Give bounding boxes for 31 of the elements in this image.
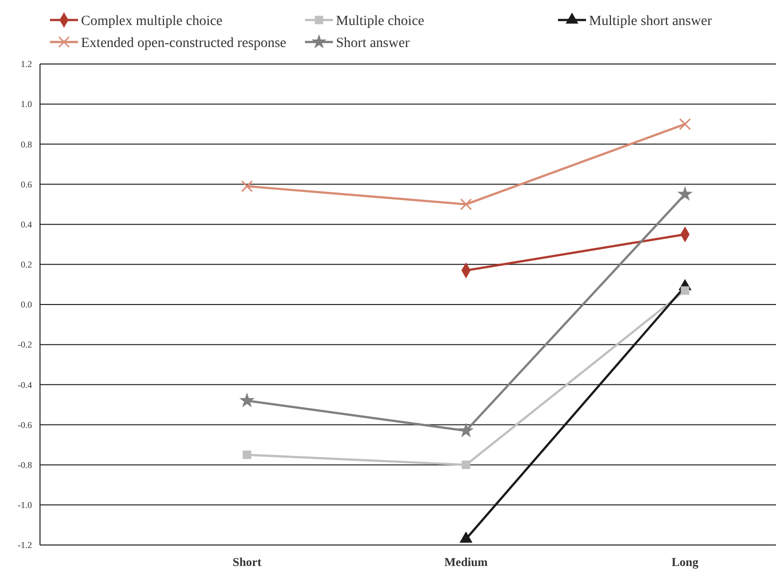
y-tick-label: -0.8: [18, 460, 32, 470]
y-tick-label: -1.0: [18, 500, 32, 510]
y-tick-label: -0.4: [18, 380, 32, 390]
y-tick-label: 0.2: [20, 260, 32, 270]
x-tick-label: Long: [672, 555, 698, 569]
point: [242, 450, 252, 459]
legend-label: Short answer: [336, 36, 410, 51]
legend-label: Multiple choice: [336, 14, 424, 29]
legend-label: Complex multiple choice: [81, 14, 223, 29]
legend-label: Multiple short answer: [589, 14, 712, 29]
y-tick-label: -0.2: [18, 340, 32, 350]
point: [241, 180, 253, 192]
point: [460, 532, 472, 543]
point: [239, 392, 255, 408]
y-tick-label: 0.8: [20, 139, 32, 150]
y-tick-label: 0.4: [20, 219, 32, 230]
point: [460, 198, 472, 210]
y-tick-label: 0.0: [20, 300, 32, 310]
point: [458, 422, 474, 438]
y-tick-label: -0.6: [18, 420, 32, 430]
y-tick-label: -1.2: [18, 540, 32, 550]
point: [679, 118, 691, 130]
y-tick-label: 1.2: [20, 59, 32, 70]
y-tick-label: 0.6: [20, 179, 32, 190]
x-tick-label: Short: [232, 555, 262, 569]
legend-label: Extended open-constructed response: [81, 36, 286, 51]
point: [462, 460, 470, 470]
x-tick-label: Medium: [444, 555, 488, 569]
point: [677, 186, 693, 201]
y-tick-label: 1.0: [20, 99, 32, 110]
point: [680, 286, 690, 295]
